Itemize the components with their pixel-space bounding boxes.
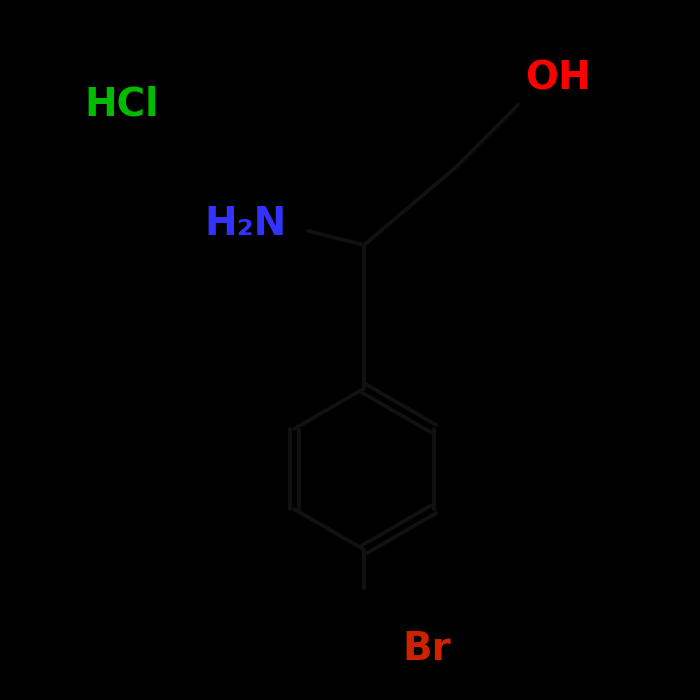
Text: H₂N: H₂N bbox=[204, 205, 287, 243]
Text: HCl: HCl bbox=[84, 86, 158, 124]
Text: OH: OH bbox=[525, 60, 591, 98]
Text: Br: Br bbox=[402, 630, 452, 668]
